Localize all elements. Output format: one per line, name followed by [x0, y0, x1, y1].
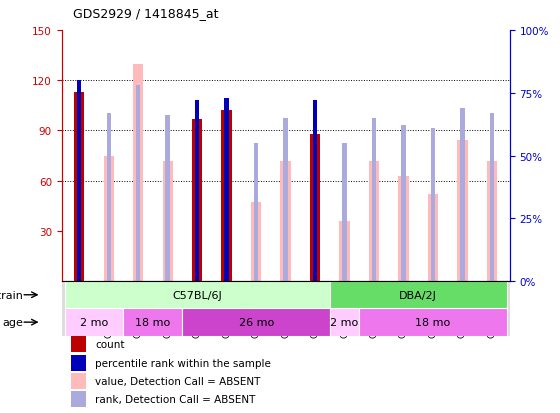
Text: 18 mo: 18 mo [416, 317, 451, 328]
Bar [71, 355, 86, 371]
Bar [192, 119, 202, 281]
Bar [369, 161, 379, 281]
Bar [330, 309, 360, 336]
Bar [64, 309, 124, 336]
Bar [487, 161, 497, 281]
Bar [74, 93, 85, 281]
Bar [124, 309, 183, 336]
Bar [71, 392, 86, 407]
Bar [106, 114, 111, 281]
Bar [489, 114, 494, 281]
Bar [431, 128, 435, 281]
Bar [398, 176, 409, 281]
Bar [71, 373, 86, 389]
Bar [283, 119, 288, 281]
Bar [310, 135, 320, 281]
Bar [104, 156, 114, 281]
Bar [402, 126, 405, 281]
Bar [372, 119, 376, 281]
Text: age: age [3, 317, 24, 328]
Bar [428, 195, 438, 281]
Bar [330, 281, 507, 309]
Text: C57BL/6J: C57BL/6J [172, 290, 222, 300]
Bar [254, 144, 258, 281]
Text: 26 mo: 26 mo [239, 317, 274, 328]
Text: DBA/2J: DBA/2J [399, 290, 437, 300]
Bar [360, 309, 507, 336]
Bar [71, 336, 86, 352]
Bar [339, 221, 349, 281]
Text: GDS2929 / 1418845_at: GDS2929 / 1418845_at [73, 7, 218, 20]
Text: 18 mo: 18 mo [136, 317, 171, 328]
Bar [251, 203, 262, 281]
Text: count: count [95, 339, 125, 349]
Bar [195, 101, 199, 281]
Text: strain: strain [0, 290, 24, 300]
Text: 2 mo: 2 mo [80, 317, 108, 328]
Bar [313, 101, 318, 281]
Bar [222, 111, 232, 281]
Bar [166, 116, 170, 281]
Bar [458, 141, 468, 281]
Text: percentile rank within the sample: percentile rank within the sample [95, 358, 271, 368]
Text: value, Detection Call = ABSENT: value, Detection Call = ABSENT [95, 376, 260, 386]
Bar [133, 64, 143, 281]
Bar [281, 161, 291, 281]
Bar [342, 144, 347, 281]
Bar [460, 109, 465, 281]
Bar [77, 81, 82, 281]
Text: rank, Detection Call = ABSENT: rank, Detection Call = ABSENT [95, 394, 255, 404]
Text: 2 mo: 2 mo [330, 317, 358, 328]
Bar [162, 161, 173, 281]
Bar [136, 86, 141, 281]
Bar [183, 309, 330, 336]
Bar [225, 99, 229, 281]
Bar [64, 281, 330, 309]
